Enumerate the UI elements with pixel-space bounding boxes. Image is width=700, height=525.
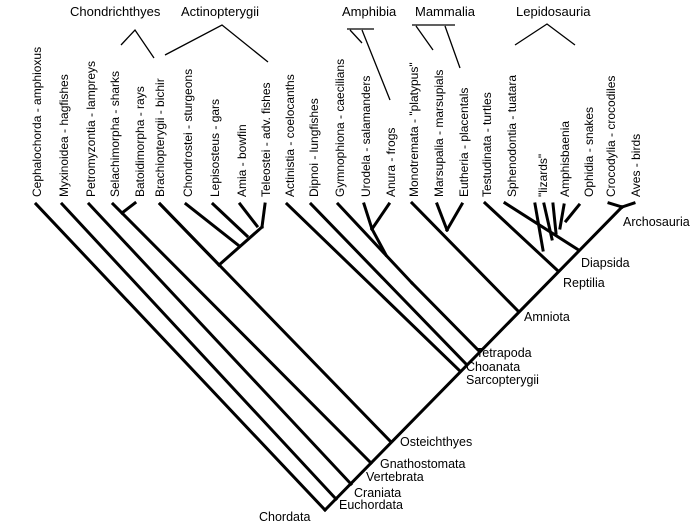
actinopterygii-bracket [164,24,269,63]
group-label-chondrichthyes: Chondrichthyes [70,4,161,19]
node-label-gnathostomata: Gnathostomata [380,457,466,471]
branch-amniota [409,200,521,314]
main-trunk [322,204,625,513]
group-labels: Chondrichthyes Actinopterygii Amphibia M… [70,4,591,19]
tree-branches [33,200,636,513]
group-label-amphibia: Amphibia [342,4,397,19]
branch-bichir [157,201,222,268]
taxon-label: Crocodylia - crocodiles [604,76,618,197]
branch-birds [620,201,636,209]
taxon-label: Selachimorpha - sharks [108,71,122,197]
taxon-label: Ophidia - snakes [582,107,596,197]
node-label-chordata: Chordata [259,510,310,524]
node-labels: Archosauria Diapsida Reptilia Amniota Te… [259,215,690,524]
taxon-label: Monotremata - "platypus" [407,62,421,197]
branch-caecilians [335,201,415,286]
mammalia-bracket [412,24,461,69]
branch-neopterygii [216,224,265,268]
node-label-amniota: Amniota [524,310,570,324]
branch-salamanders [362,202,374,231]
taxon-label: Petromyzontia - lampreys [84,61,98,197]
branch-rays [119,200,138,216]
branch-dipnoi [308,201,469,367]
taxon-label: Testudinata - turtles [480,92,494,197]
branch-actinistia [284,201,463,374]
taxon-label: Amia - bowfin [235,124,249,197]
group-label-mammalia: Mammalia [415,4,476,19]
taxon-label: Aves - birds [629,134,643,197]
branch-teleostei [260,202,267,229]
taxon-label: "lizards" [536,154,550,197]
taxon-label: Marsupalia - marsupials [432,70,446,197]
taxon-label: Myxinoidea - hagfishes [57,74,71,197]
branch-lizards-b [551,202,558,235]
taxon-label: Teleostei - adv. fishes [259,83,273,198]
taxon-label: Batoidimorpha - rays [133,86,147,197]
taxon-labels: Cephalochorda - amphioxus Myxinoidea - h… [30,47,643,197]
branch-crocodiles [607,201,624,209]
branch-sturgeons [183,201,241,248]
taxon-label: Eutheria - placentals [457,88,471,197]
branch-squamata [533,202,545,252]
branch-snakes [563,202,582,224]
taxon-label: Dipnoi - lungfishes [307,98,321,197]
group-brackets [120,23,576,101]
node-label-osteichthyes: Osteichthyes [400,435,472,449]
branch-lizards-a [542,202,554,241]
branch-cephalochorda [33,201,328,513]
node-label-vertebrata: Vertebrata [366,470,424,484]
node-label-diapsida: Diapsida [581,256,630,270]
branch-reptilia [482,200,560,273]
lepidosauria-bracket [514,23,576,46]
branch-tetrapoda [409,280,482,354]
branch-theria [435,202,449,232]
taxon-label: Anura - frogs [384,128,398,197]
group-label-actinopterygii: Actinopterygii [181,4,259,19]
node-label-tetrapoda: Tetrapoda [476,346,532,360]
node-label-archosauria: Archosauria [623,215,690,229]
taxon-label: Actinistia - coelocanths [283,74,297,197]
node-label-euchordata: Euchordata [339,498,403,512]
branch-petromyzontia [86,201,354,487]
node-label-choanata: Choanata [466,360,520,374]
branch-myxinoidea [59,201,339,502]
taxon-label: Amphisbaenia [558,121,572,197]
branch-batrachia [369,226,389,258]
taxon-label: Chondrostei - sturgeons [181,69,195,197]
node-label-reptilia: Reptilia [563,276,605,290]
branch-frogs [369,201,392,232]
taxon-label: Gymnophiona - caecilians [333,59,347,197]
node-label-craniata: Craniata [354,486,401,500]
branch-gnathostomata [110,201,374,466]
branch-amphisbaenia [558,203,566,230]
branch-bowfin [237,201,260,229]
taxon-label: Brachiopterygii - bichir [153,78,167,197]
taxon-label: Urodela - salamanders [359,76,373,197]
branch-eutheria [444,201,465,233]
taxon-label: Cephalochorda - amphioxus [30,47,44,197]
branch-gars [210,201,250,239]
node-label-sarcopterygii: Sarcopterygii [466,373,539,387]
chondrichthyes-bracket [120,28,155,59]
branch-diapsida [502,200,580,252]
taxon-label: Sphenodontia - tuatara [505,75,519,197]
taxon-label: Lepisosteus - gars [208,99,222,197]
amphibia-bracket [347,28,391,101]
group-label-lepidosauria: Lepidosauria [516,4,591,19]
